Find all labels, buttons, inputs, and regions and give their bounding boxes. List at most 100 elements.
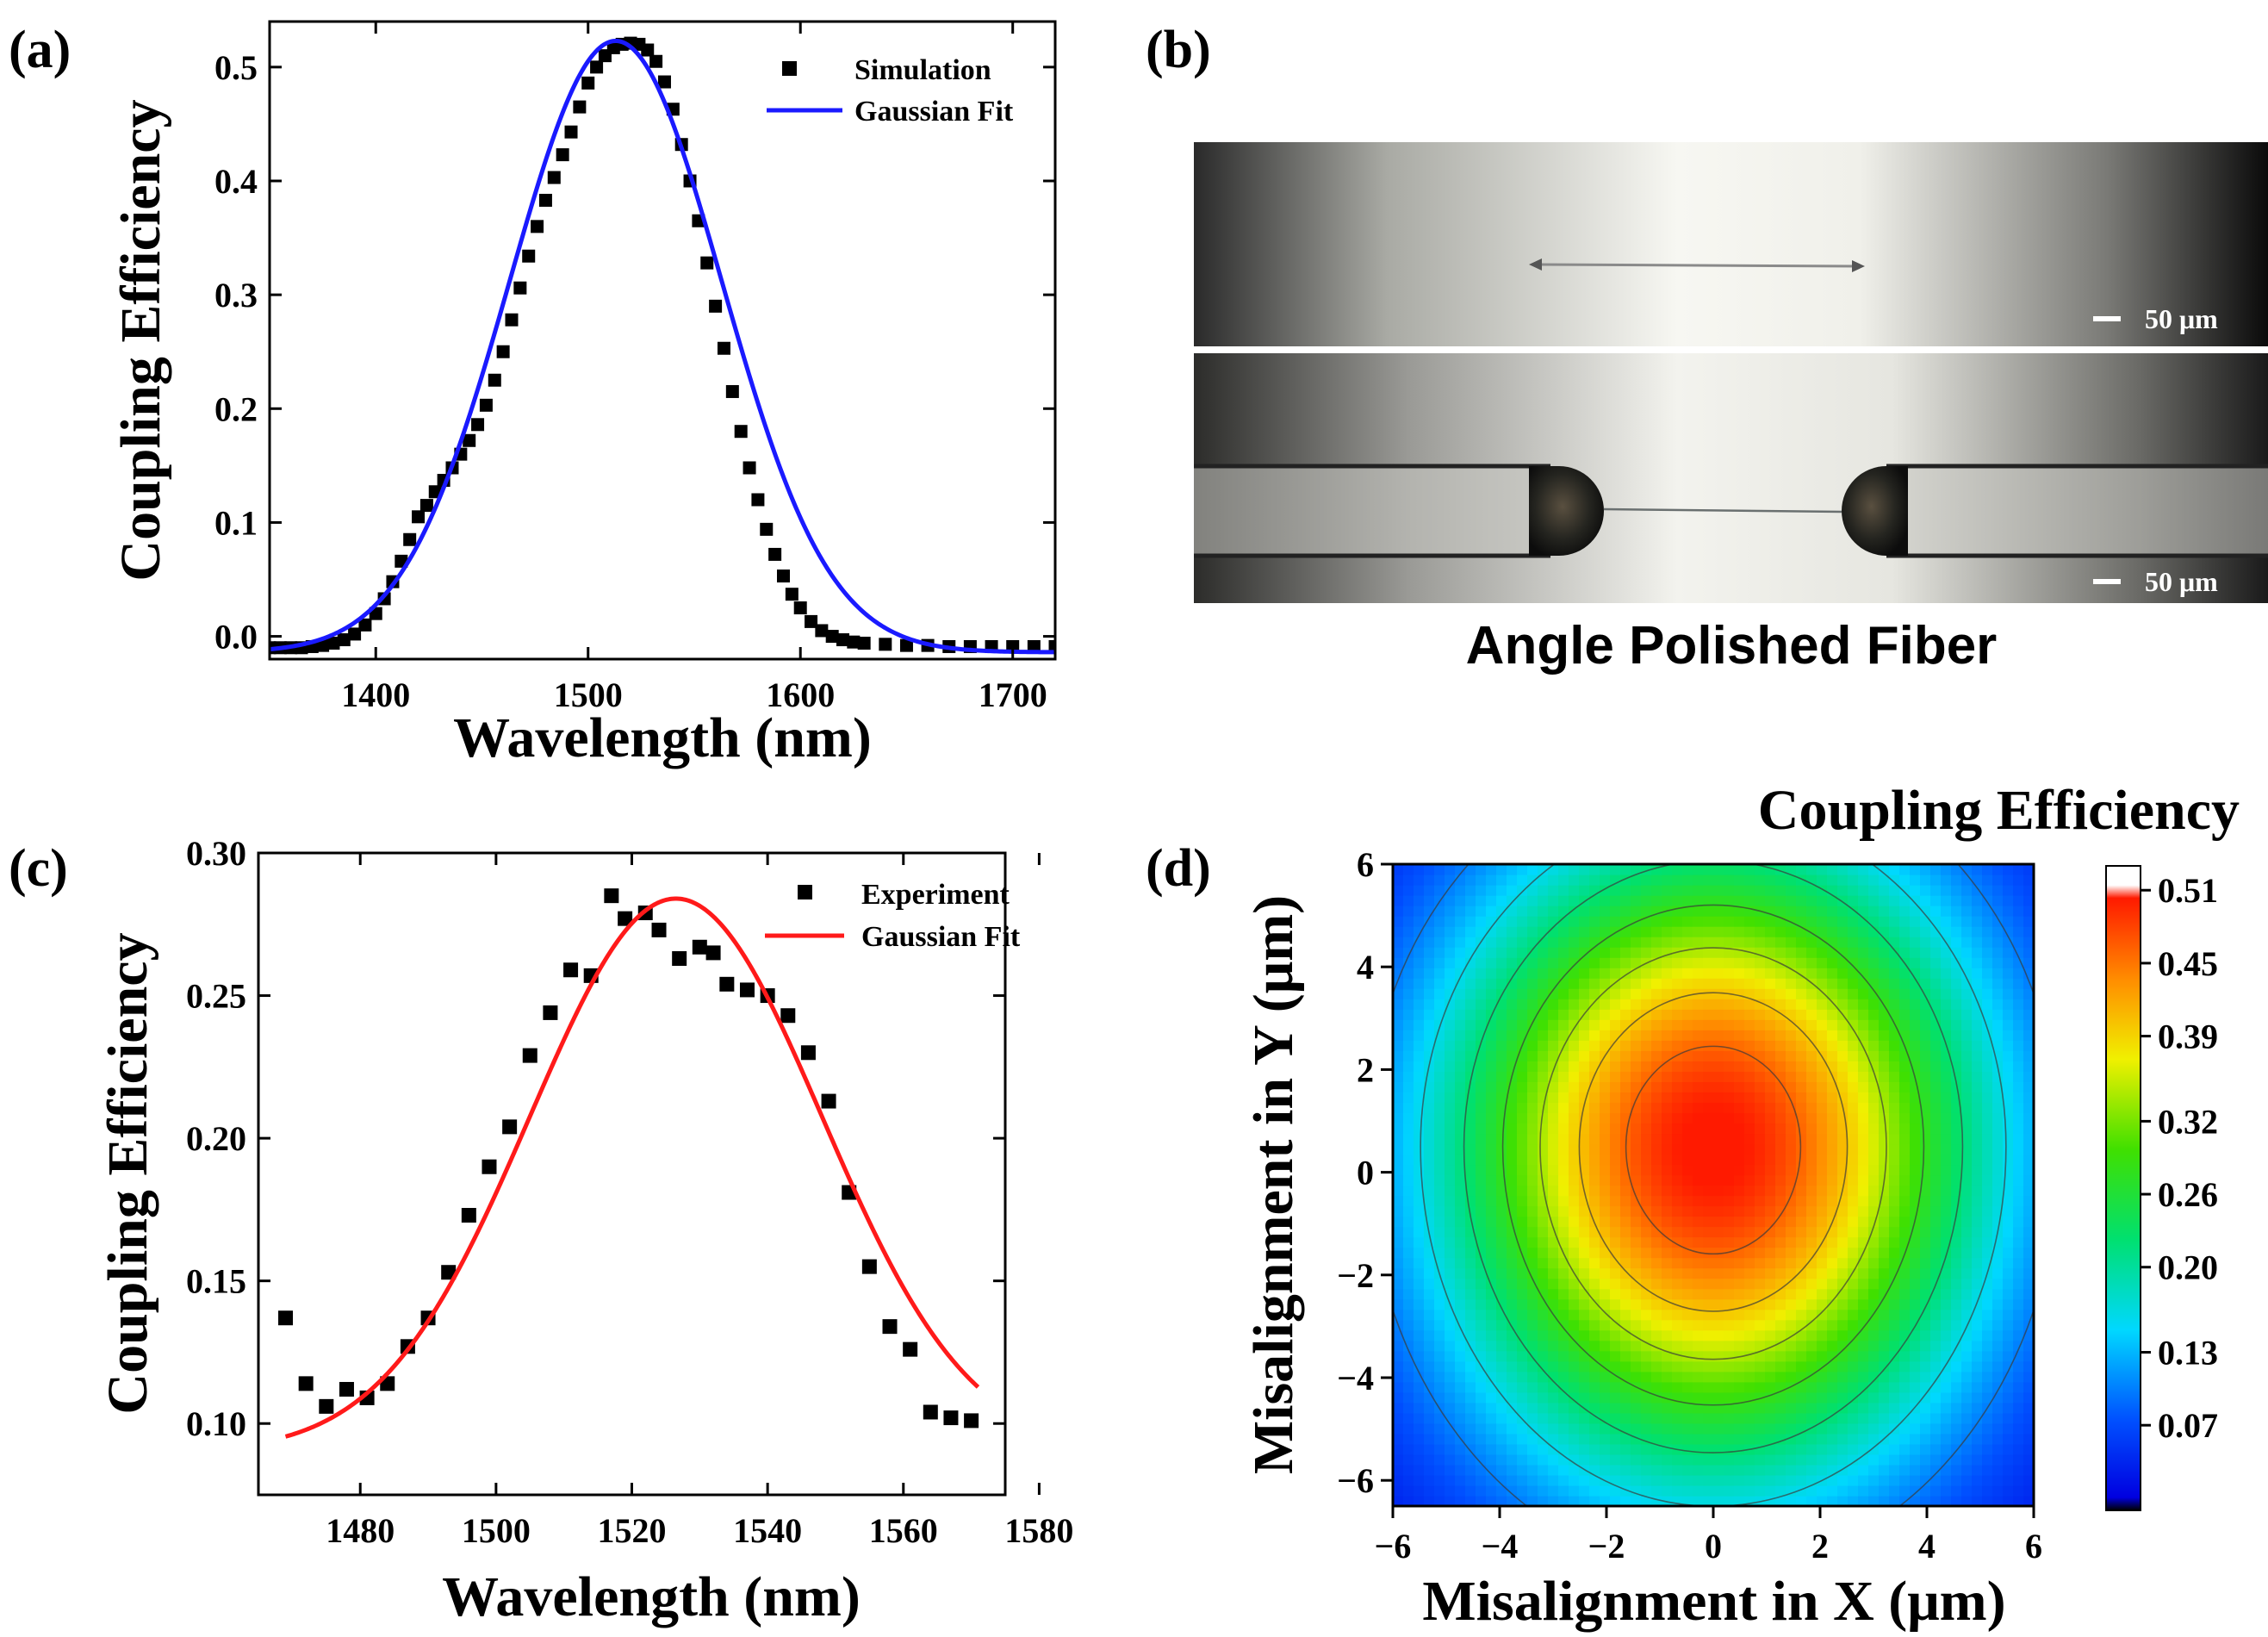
heatmap-cell bbox=[2003, 978, 2014, 989]
heatmap-cell bbox=[1548, 1381, 1559, 1393]
chart-a-marker-30 bbox=[538, 193, 552, 207]
heatmap-cell bbox=[1961, 1102, 1973, 1113]
heatmap-cell bbox=[1465, 1143, 1476, 1155]
heatmap-cell bbox=[1507, 926, 1518, 937]
heatmap-cell bbox=[1445, 1371, 1456, 1383]
heatmap-cell bbox=[1941, 1092, 1952, 1103]
heatmap-cell bbox=[1589, 1236, 1600, 1248]
chart-c-marker-23 bbox=[719, 976, 735, 992]
heatmap-cell bbox=[1910, 1464, 1921, 1476]
heatmap-cell bbox=[1610, 1102, 1621, 1113]
heatmap-cell bbox=[1548, 1133, 1559, 1145]
heatmap-cell bbox=[1517, 1433, 1528, 1445]
heatmap-cell bbox=[1930, 937, 1942, 948]
heatmap-cell bbox=[1858, 1092, 1869, 1103]
heatmap-cell bbox=[1868, 1453, 1880, 1466]
heatmap-cell bbox=[1569, 1154, 1580, 1166]
heatmap-cell bbox=[1651, 1350, 1662, 1362]
heatmap-cell bbox=[1713, 1071, 1724, 1082]
heatmap-cell bbox=[2013, 1247, 2024, 1259]
heatmap-cell bbox=[1817, 1092, 1828, 1103]
heatmap-cell bbox=[1455, 1391, 1466, 1404]
heatmap-cell bbox=[1403, 1319, 1414, 1331]
heatmap-cell bbox=[1972, 916, 1983, 927]
heatmap-cell bbox=[1868, 1185, 1880, 1197]
heatmap-cell bbox=[1713, 1412, 1724, 1424]
heatmap-cell bbox=[1992, 1009, 2004, 1020]
heatmap-cell bbox=[1393, 1050, 1404, 1061]
heatmap-cell bbox=[1775, 906, 1786, 917]
heatmap-cell bbox=[1693, 1247, 1704, 1259]
heatmap-cell bbox=[1755, 1412, 1766, 1424]
heatmap-cell bbox=[1393, 1340, 1404, 1352]
heatmap-cell bbox=[1724, 1340, 1735, 1352]
heatmap-cell bbox=[1610, 1236, 1621, 1248]
heatmap-cell bbox=[1527, 1205, 1538, 1217]
heatmap-cell bbox=[1424, 1485, 1435, 1497]
heatmap-cell bbox=[1817, 1030, 1828, 1041]
heatmap-cell bbox=[1620, 1143, 1631, 1155]
heatmap-cell bbox=[1496, 1381, 1507, 1393]
heatmap-cell bbox=[1610, 1360, 1621, 1372]
heatmap-cell bbox=[1486, 1350, 1497, 1362]
heatmap-cell bbox=[1775, 1267, 1786, 1279]
heatmap-cell bbox=[1848, 1278, 1859, 1290]
heatmap-cell bbox=[1879, 916, 1890, 927]
heatmap-cell bbox=[1641, 1453, 1652, 1466]
heatmap-cell bbox=[1465, 1381, 1476, 1393]
heatmap-cell bbox=[1558, 957, 1569, 968]
heatmap-cell bbox=[1589, 1174, 1600, 1186]
chart-c-marker-10 bbox=[482, 1159, 497, 1174]
heatmap-cell bbox=[1930, 1381, 1942, 1393]
heatmap-cell bbox=[1434, 1298, 1445, 1310]
heatmap-cell bbox=[1817, 864, 1828, 875]
heatmap-cell bbox=[1786, 1195, 1797, 1207]
heatmap-cell bbox=[1744, 1402, 1755, 1414]
heatmap-cell bbox=[1941, 1143, 1952, 1155]
heatmap-cell bbox=[2023, 1071, 2034, 1082]
heatmap-cell bbox=[1786, 1453, 1797, 1466]
heatmap-cell bbox=[1424, 1205, 1435, 1217]
heatmap-cell bbox=[1641, 1412, 1652, 1424]
heatmap-cell bbox=[1806, 1453, 1818, 1466]
heatmap-cell bbox=[1951, 1009, 1962, 1020]
heatmap-cell bbox=[1868, 1257, 1880, 1269]
heatmap-cell bbox=[1827, 1278, 1838, 1290]
heatmap-cell bbox=[1414, 1443, 1425, 1455]
heatmap-cell bbox=[1434, 999, 1445, 1010]
heatmap-cell bbox=[1414, 1040, 1425, 1051]
heatmap-cell bbox=[1651, 1298, 1662, 1310]
heatmap-cell bbox=[1858, 1340, 1869, 1352]
heatmap-cell bbox=[1569, 926, 1580, 937]
heatmap-cell bbox=[1434, 1174, 1445, 1186]
heatmap-cell bbox=[1651, 885, 1662, 896]
heatmap-cell bbox=[1682, 1040, 1693, 1051]
heatmap-cell bbox=[1693, 1226, 1704, 1238]
heatmap-cell bbox=[1455, 885, 1466, 896]
heatmap-cell bbox=[1879, 1453, 1890, 1466]
colorbar-gradient bbox=[2105, 865, 2141, 1511]
heatmap-cell bbox=[1517, 1309, 1528, 1321]
heatmap-cell bbox=[1703, 1102, 1714, 1113]
heatmap-cell bbox=[1641, 999, 1652, 1010]
heatmap-cell bbox=[1713, 1040, 1724, 1051]
heatmap-cell bbox=[1744, 1278, 1755, 1290]
heatmap-cell bbox=[1951, 1050, 1962, 1061]
heatmap-cell bbox=[1620, 1391, 1631, 1404]
heatmap-cell bbox=[1672, 1422, 1683, 1435]
heatmap-cell bbox=[1982, 1309, 1993, 1321]
heatmap-cell bbox=[1414, 1009, 1425, 1020]
heatmap-cell bbox=[2003, 1040, 2014, 1051]
heatmap-cell bbox=[1765, 1412, 1776, 1424]
heatmap-cell bbox=[1517, 895, 1528, 906]
heatmap-cell bbox=[1827, 1288, 1838, 1300]
heatmap-cell bbox=[1972, 1102, 1983, 1113]
heatmap-cell bbox=[1796, 1185, 1807, 1197]
heatmap-cell bbox=[1889, 1133, 1900, 1145]
heatmap-cell bbox=[2013, 1009, 2024, 1020]
heatmap-cell bbox=[1827, 947, 1838, 958]
heatmap-cell bbox=[1858, 988, 1869, 999]
heatmap-cell bbox=[1651, 1453, 1662, 1466]
heatmap-cell bbox=[1961, 1164, 1973, 1176]
heatmap-cell bbox=[1827, 937, 1838, 948]
